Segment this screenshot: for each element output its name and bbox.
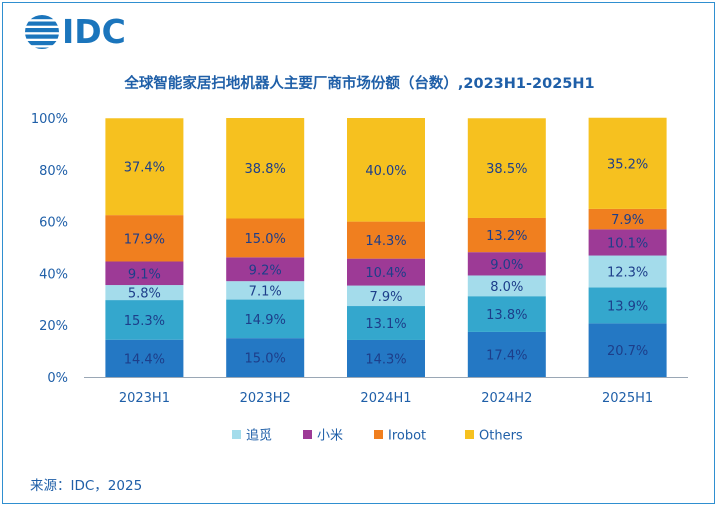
bar-segment	[105, 261, 184, 286]
x-tick-label: 2023H1	[119, 391, 170, 406]
data-label: 13.9%	[607, 299, 648, 314]
bar-segment	[105, 300, 184, 340]
bar-segment	[347, 258, 425, 286]
data-label: 5.8%	[128, 287, 161, 302]
bar-segment	[467, 275, 546, 297]
logo-text: IDC	[62, 12, 126, 51]
data-label: 37.4%	[124, 161, 165, 176]
bar-segment	[467, 217, 546, 253]
bar-segment	[347, 339, 425, 377]
x-tick-label: 2024H1	[360, 391, 411, 406]
globe-icon	[25, 15, 59, 49]
x-tick-label: 2025H1	[602, 391, 653, 406]
x-tick-label: 2024H2	[481, 391, 532, 406]
bar-segment	[588, 117, 667, 209]
bar-segment	[226, 299, 305, 339]
bar-segment	[105, 339, 184, 377]
legend-label: 小米	[317, 429, 343, 444]
data-label: 38.8%	[245, 162, 286, 177]
bar-segment	[347, 306, 425, 340]
bar-segment	[467, 118, 546, 218]
data-label: 13.8%	[486, 308, 527, 323]
data-label: 14.3%	[365, 234, 406, 249]
legend-swatch	[232, 430, 241, 439]
source-note: 来源：IDC，2025	[30, 478, 143, 494]
y-tick-label: 20%	[39, 319, 68, 334]
x-tick-label: 2023H2	[240, 391, 291, 406]
data-label: 35.2%	[607, 157, 648, 172]
data-label: 10.4%	[365, 266, 406, 281]
legend-swatch	[465, 430, 474, 439]
bar-segment	[226, 118, 305, 219]
legend-label: 追觅	[246, 428, 272, 444]
data-label: 14.4%	[124, 352, 165, 367]
legend-label: Irobot	[388, 429, 426, 444]
legend-label: Others	[479, 429, 523, 444]
data-label: 14.9%	[245, 313, 286, 328]
data-label: 15.0%	[245, 352, 286, 367]
data-label: 13.1%	[365, 317, 406, 332]
bar-segment	[588, 229, 667, 256]
bar-segment	[347, 285, 425, 307]
data-label: 9.2%	[249, 263, 282, 278]
bar-segment	[588, 208, 667, 230]
data-label: 13.2%	[486, 229, 527, 244]
data-label: 9.0%	[490, 258, 523, 273]
y-tick-label: 60%	[39, 216, 68, 231]
data-label: 10.1%	[607, 236, 648, 251]
y-tick-label: 80%	[39, 164, 68, 179]
data-label: 7.9%	[611, 213, 644, 228]
bar-segment	[467, 252, 546, 276]
chart-title: 全球智能家居扫地机器人主要厂商市场份额（台数）,2023H1-2025H1	[124, 76, 595, 92]
bar-segment	[588, 323, 667, 377]
y-tick-label: 0%	[47, 371, 68, 386]
bar-segment	[588, 255, 667, 288]
legend-swatch	[374, 430, 383, 439]
data-label: 7.1%	[249, 284, 282, 299]
data-label: 15.0%	[245, 232, 286, 247]
data-label: 8.0%	[490, 280, 523, 295]
data-label: 15.3%	[124, 314, 165, 329]
bar-segment	[347, 118, 425, 222]
data-label: 20.7%	[607, 344, 648, 359]
y-tick-label: 40%	[39, 267, 68, 282]
legend-swatch	[303, 430, 312, 439]
bar-segment	[226, 338, 305, 377]
y-tick-label: 100%	[31, 112, 68, 127]
bar-segment	[467, 331, 546, 377]
bar-segment	[105, 118, 184, 216]
bar-segment	[226, 218, 305, 258]
bar-segment	[588, 287, 667, 324]
bar-segment	[226, 257, 305, 282]
data-label: 38.5%	[486, 162, 527, 177]
bar-segment	[105, 215, 184, 262]
data-label: 12.3%	[607, 265, 648, 280]
data-label: 17.4%	[486, 348, 527, 363]
data-label: 17.9%	[124, 232, 165, 247]
bar-segment	[105, 285, 184, 301]
data-label: 14.3%	[365, 352, 406, 367]
data-label: 7.9%	[369, 290, 402, 305]
bar-segment	[226, 281, 305, 300]
data-label: 9.1%	[128, 267, 161, 282]
data-label: 40.0%	[365, 164, 406, 179]
bar-segment	[467, 296, 546, 332]
bar-segment	[347, 221, 425, 259]
